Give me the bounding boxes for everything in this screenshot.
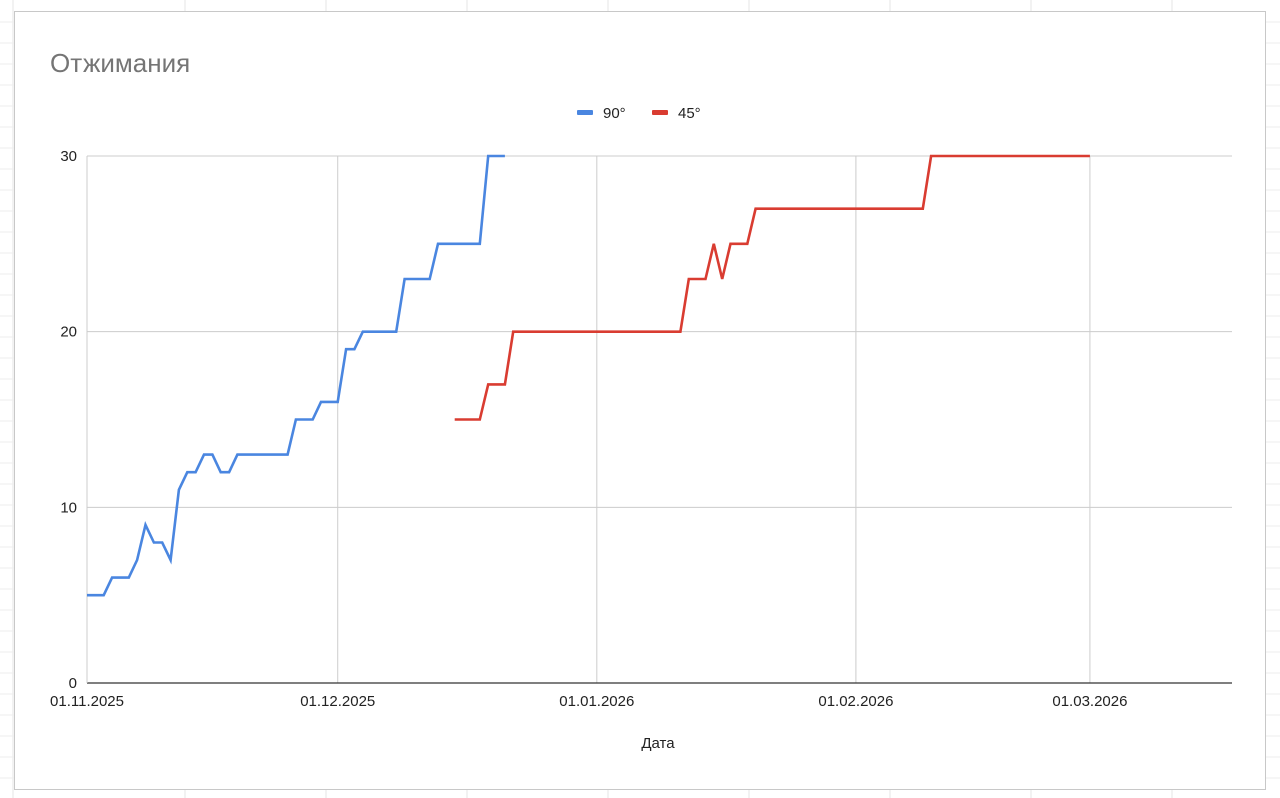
series-line-1[interactable]	[87, 154, 505, 597]
chart-card[interactable]	[14, 11, 1266, 790]
x-tick-label: 01.11.2025	[50, 693, 124, 710]
series-lines	[87, 154, 1090, 597]
y-tick-label: 0	[69, 675, 77, 692]
legend-label: 90°	[603, 105, 626, 122]
y-tick-label: 10	[60, 499, 77, 516]
series-line-2[interactable]	[454, 154, 1090, 421]
chart-title: Отжимания	[50, 48, 190, 78]
y-tick-label: 30	[60, 148, 77, 165]
legend: 90° 45°	[577, 105, 701, 122]
legend-swatch	[652, 110, 668, 115]
x-tick-label: 01.03.2026	[1052, 693, 1127, 710]
x-tick-label: 01.01.2026	[559, 693, 634, 710]
legend-label: 45°	[678, 105, 701, 122]
legend-item[interactable]: 90°	[577, 105, 626, 122]
legend-item[interactable]: 45°	[652, 105, 701, 122]
legend-swatch	[577, 110, 593, 115]
gridlines	[87, 155, 1232, 683]
y-tick-label: 20	[60, 324, 77, 341]
x-axis-title: Дата	[641, 735, 675, 752]
x-tick-label: 01.12.2025	[300, 693, 375, 710]
axes: 0 10 20 30 01.11.2025 01.12.2025 01.01.2026 01.…	[50, 148, 1232, 710]
x-tick-label: 01.02.2026	[818, 693, 893, 710]
